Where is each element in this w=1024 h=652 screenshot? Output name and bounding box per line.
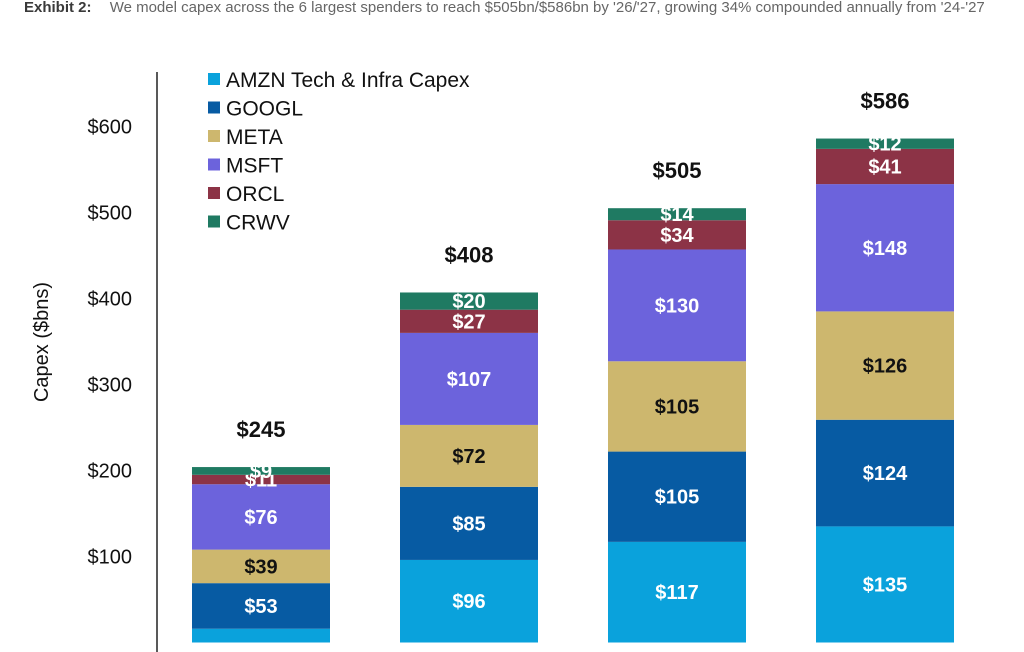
legend-swatch: [208, 130, 220, 142]
data-label: $14: [660, 204, 694, 226]
bar-segment-crwv: [192, 467, 330, 475]
bar-segment-crwv: [816, 138, 954, 149]
data-label: $126: [863, 356, 908, 378]
legend-label: AMZN Tech & Infra Capex: [226, 69, 470, 92]
y-tick-label: $300: [88, 375, 133, 397]
data-label: $135: [863, 574, 908, 596]
data-label: $148: [863, 238, 908, 260]
bar-segment-orcl: [816, 148, 954, 185]
y-tick-label: $400: [88, 289, 133, 311]
legend-label: MSFT: [226, 155, 283, 178]
legend-label: CRWV: [226, 212, 290, 235]
bar-segment-meta: [608, 361, 746, 452]
data-label: $9: [250, 461, 272, 483]
y-tick-label: $700: [88, 52, 133, 53]
y-tick-label: $100: [88, 547, 133, 569]
data-label: $11: [245, 470, 277, 492]
caption-text: We model capex across the 6 largest spen…: [109, 0, 985, 16]
bar-segment-amzn: [608, 541, 746, 643]
data-label: $96: [452, 591, 485, 613]
data-label: $34: [660, 225, 694, 247]
bar-segment-amzn: [192, 628, 330, 643]
bar-segment-meta: [192, 549, 330, 584]
data-label: $105: [655, 396, 700, 418]
data-label: $105: [655, 487, 700, 509]
y-tick-label: $500: [88, 203, 133, 225]
legend-swatch: [208, 158, 220, 171]
bar-segment-meta: [816, 311, 954, 420]
bar-segment-crwv: [400, 292, 538, 310]
legend-swatch: [208, 215, 220, 228]
caption-label: Exhibit 2:: [24, 0, 92, 16]
y-axis-label: Capex ($bns): [31, 282, 53, 402]
data-label: $72: [452, 446, 485, 468]
bar-segment-amzn: [816, 526, 954, 643]
legend-swatch: [208, 101, 220, 114]
data-label: $12: [868, 134, 901, 156]
data-label: $20: [452, 291, 485, 313]
data-label: $53: [244, 596, 277, 618]
total-label: $586: [861, 89, 910, 114]
bar-segment-orcl: [192, 474, 330, 485]
legend-swatch: [208, 187, 220, 199]
total-label: $505: [653, 158, 702, 183]
data-label: $107: [447, 369, 492, 391]
chart-caption: Exhibit 2: We model capex across the 6 l…: [24, 0, 1004, 19]
bar-segment-msft: [400, 332, 538, 425]
bar-segment-meta: [400, 424, 538, 487]
y-tick-label: $200: [88, 461, 133, 483]
bar-segment-msft: [192, 484, 330, 550]
data-label: $41: [868, 156, 901, 178]
legend-label: META: [226, 126, 283, 149]
bar-segment-googl: [816, 419, 954, 527]
y-tick-label: $600: [88, 117, 133, 139]
bar-segment-googl: [192, 583, 330, 629]
data-label: $76: [244, 507, 277, 529]
data-label: $39: [244, 556, 277, 578]
legend-label: GOOGL: [226, 98, 303, 121]
bar-segment-googl: [608, 451, 746, 542]
data-label: $130: [655, 295, 700, 317]
bar-segment-crwv: [608, 208, 746, 221]
chart-panel: $100 $200 $300 $400 $500 $600 $700 Capex ($bns)…: [22, 52, 1012, 652]
bar-segment-msft: [608, 249, 746, 362]
stacked-bar-chart: $100 $200 $300 $400 $500 $600 $700 Capex ($bns)…: [31, 52, 954, 652]
total-label: $408: [445, 242, 494, 267]
legend-label: ORCL: [226, 183, 284, 206]
data-label: $124: [863, 463, 908, 485]
data-label: $27: [452, 311, 485, 333]
legend-swatch: [208, 73, 220, 85]
bar-segment-amzn: [400, 559, 538, 643]
bar-segment-googl: [400, 486, 538, 560]
bar-segment-orcl: [400, 309, 538, 333]
bar-segment-msft: [816, 184, 954, 312]
bar-segment-orcl: [608, 220, 746, 250]
data-label: $117: [655, 582, 698, 604]
data-label: $85: [452, 513, 485, 535]
total-label: $245: [237, 417, 286, 442]
